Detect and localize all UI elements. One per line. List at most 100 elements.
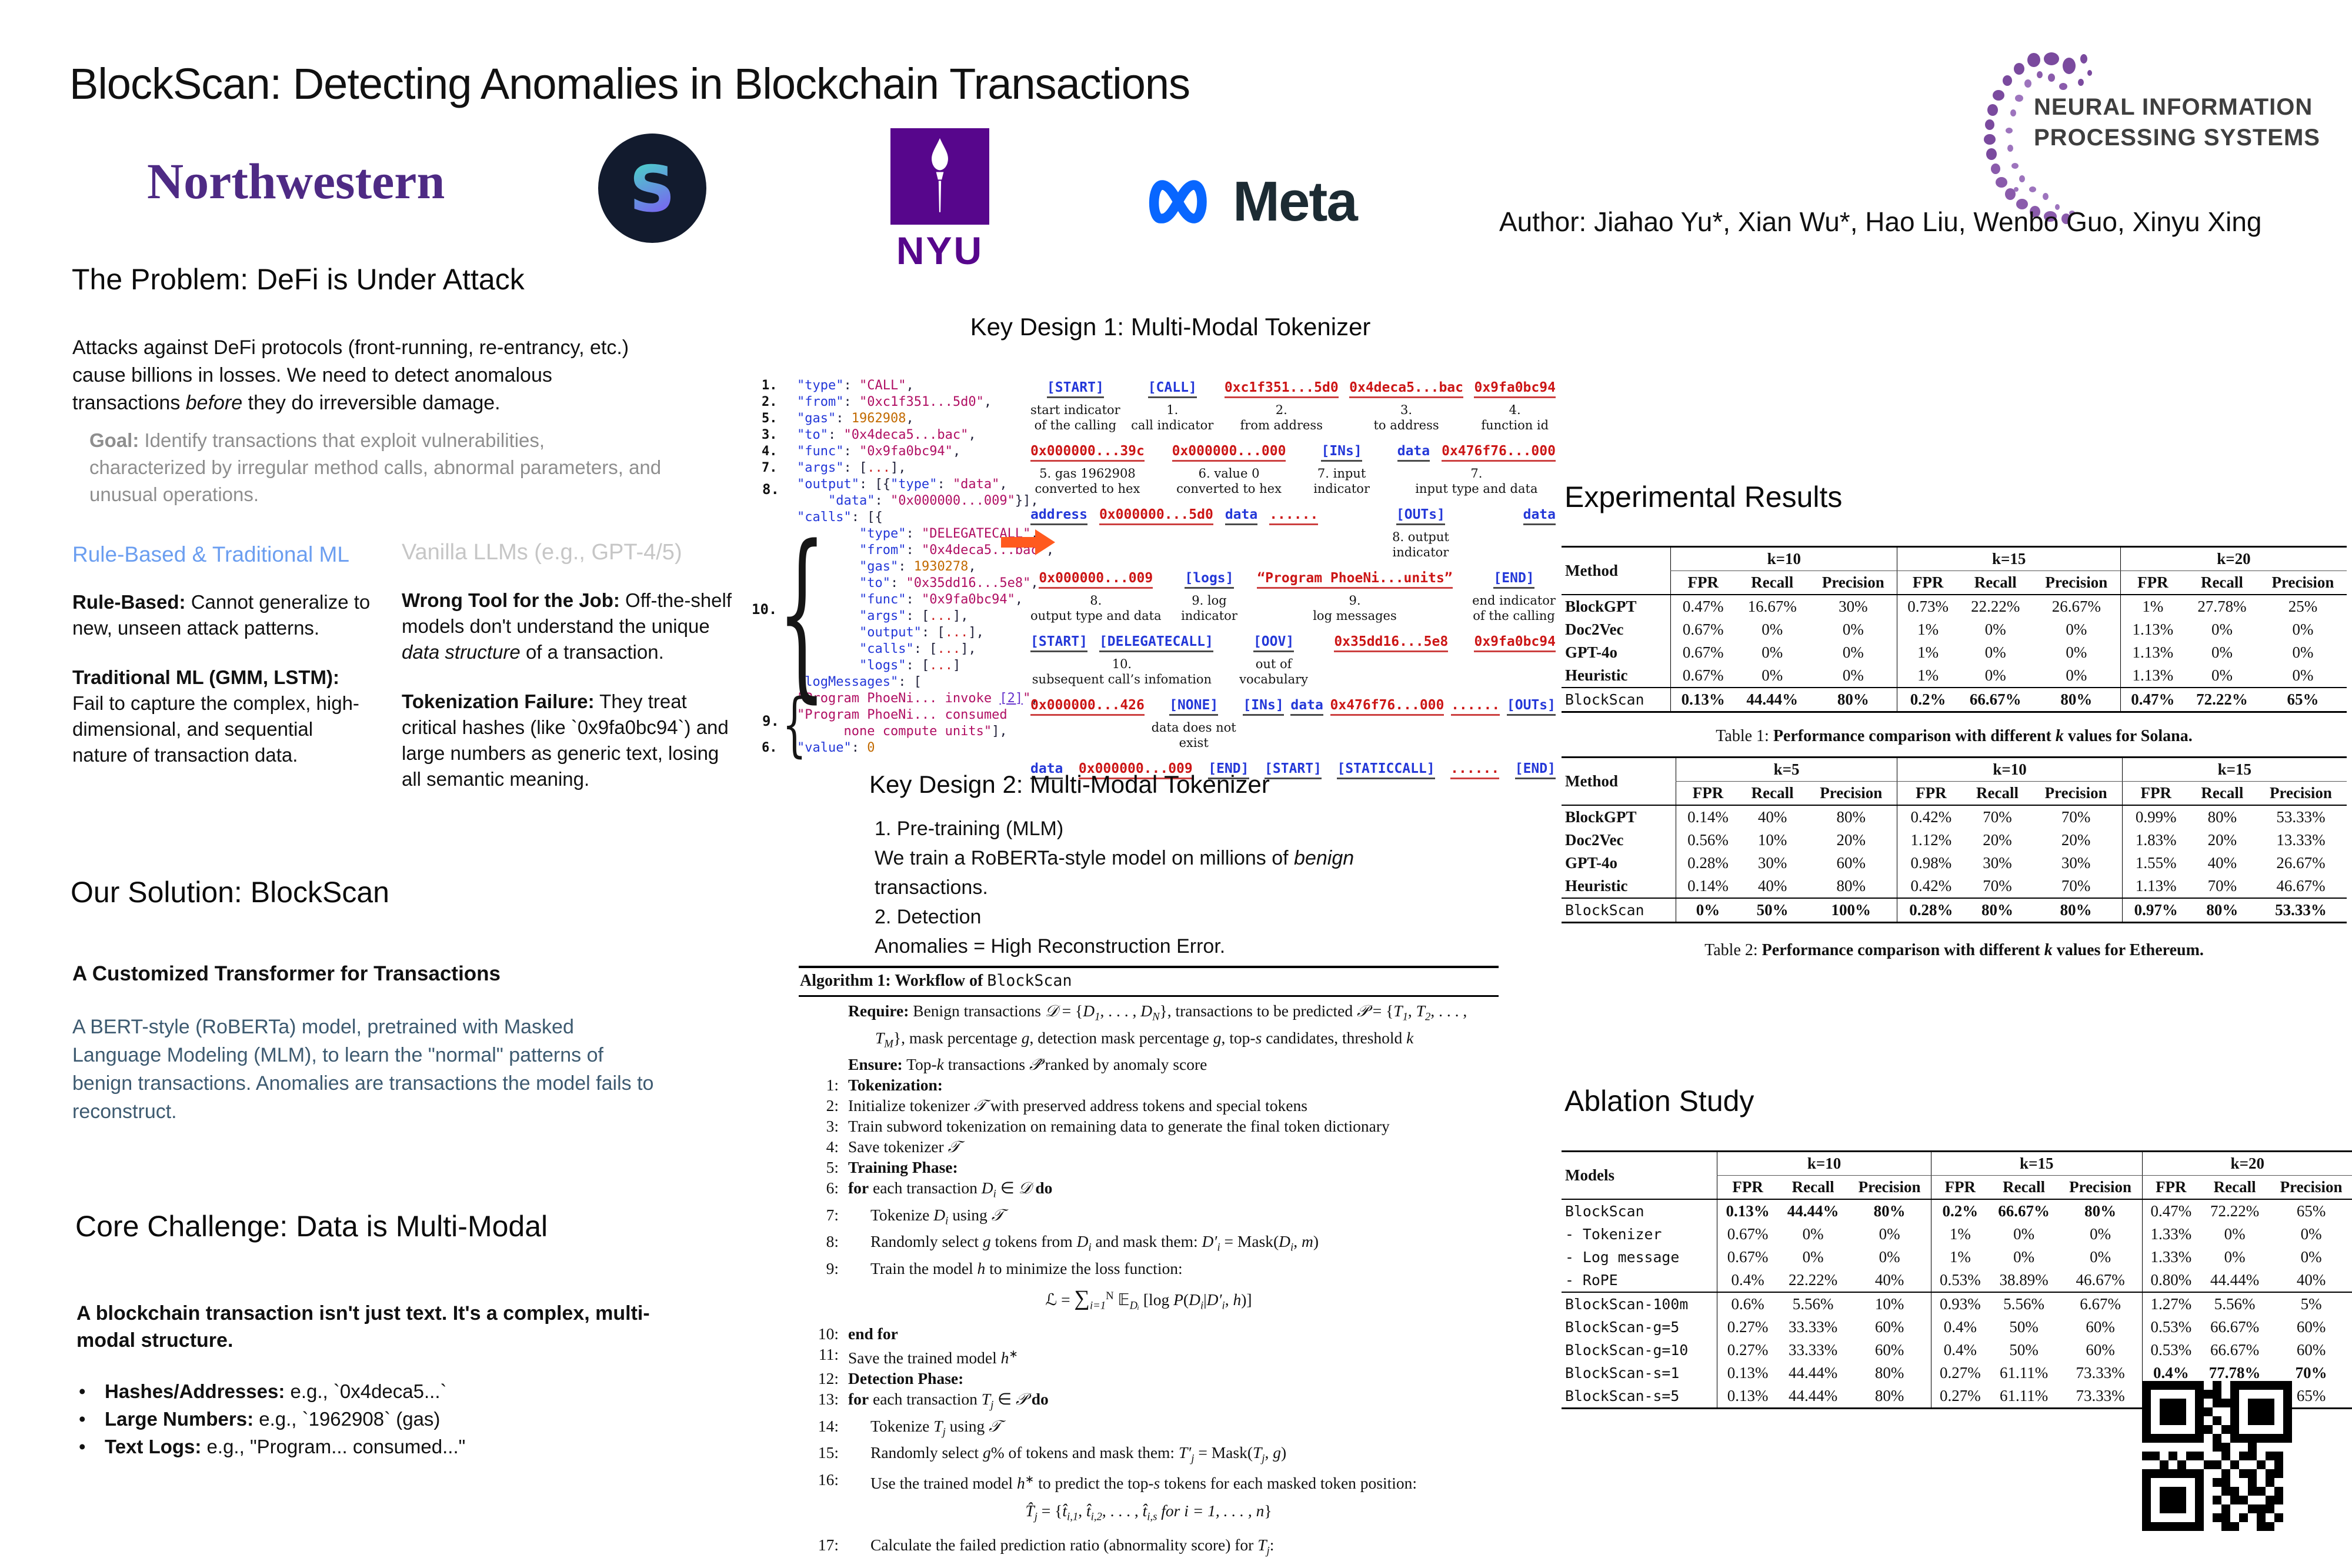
table-cell: 40%: [1757, 877, 1787, 895]
token: ......: [1269, 507, 1319, 525]
algorithm-line: Ensure: Top-k transactions 𝒫̂ ranked by …: [848, 1055, 1207, 1073]
token-group: ......: [1451, 698, 1500, 716]
table-cell: 0.4%: [2141, 1362, 2200, 1384]
table-cell: 0.56%: [1675, 829, 1740, 852]
code-line: "to": "0x35dd16...5e8",: [859, 576, 1039, 590]
list-item: Traditional ML (GMM, LSTM): Fail to capt…: [72, 666, 359, 766]
table-cell: 6.67%: [2059, 1292, 2142, 1316]
token-annotation: end indicator of the calling: [1472, 593, 1556, 623]
row-label: - RoPE: [1565, 1272, 1618, 1289]
section-heading-results: Experimental Results: [1564, 481, 1843, 513]
list-item: Rule-Based: Cannot generalize to new, un…: [72, 591, 371, 639]
table-cell: 0.42%: [1897, 805, 1965, 829]
token: 0x000000...39c: [1030, 443, 1145, 462]
table-cell: 0.99%: [2121, 805, 2190, 829]
token-row: 0x000000...426 [NONE] data does not exist[…: [1030, 698, 1556, 750]
table-cell: 1.33%: [2141, 1246, 2200, 1269]
table-cell: 0%: [1984, 643, 2006, 661]
row-label: BlockScan-g=10: [1565, 1342, 1689, 1359]
solution-subheading: A Customized Transformer for Transaction…: [72, 962, 501, 985]
table-cell: 44.44%: [1735, 687, 1810, 712]
table-cell: 0.13%: [1670, 687, 1736, 712]
token-group: 0x9fa0bc94: [1474, 634, 1556, 652]
section-heading-challenge: Core Challenge: Data is Multi-Modal: [75, 1210, 548, 1243]
table-row: - Tokenizer 0.67% 0% 0% 1% 0% 0% 1.33% 0% 0%: [1562, 1223, 2352, 1246]
algorithm-line: TM}, mask percentage g, detection mask p…: [875, 1028, 1414, 1050]
column-subheader: Precision: [1848, 1175, 1931, 1200]
token-group: ......: [1450, 761, 1500, 779]
token: 0x000000...009: [1078, 761, 1193, 779]
table-row: BlockScan 0% 50% 100% 0.28% 80% 80% 0.97% 80% 53.…: [1562, 898, 2347, 923]
token-group: [END]: [1514, 761, 1556, 779]
table2-caption: Table 2: Performance comparison with dif…: [1704, 941, 2204, 959]
table-cell: 1.13%: [2120, 618, 2185, 641]
token-group: [START] start indicator of the calling: [1030, 380, 1120, 433]
table-row: BlockScan 0.13% 44.44% 80% 0.2% 66.67% 80% 0.47…: [1562, 1199, 2352, 1223]
column-subheader: FPR: [1930, 1175, 1989, 1200]
token-annotation: out of vocabulary: [1239, 657, 1309, 686]
token: 0x476f76...000: [1330, 698, 1444, 716]
token-group: [STATICCALL]: [1337, 761, 1435, 779]
table-cell: 10%: [1848, 1292, 1931, 1316]
code-line: 4. "func": "0x9fa0bc94",: [762, 444, 961, 459]
row-label: BlockGPT: [1565, 598, 1637, 615]
code-line: "Program PhoeNi... consumed: [797, 708, 1007, 722]
column-subheader: Recall: [1958, 571, 2033, 595]
table-cell: 50%: [2009, 1341, 2039, 1359]
column-subheader: FPR: [1897, 781, 1965, 806]
column-vanilla-llms: Vanilla LLMs (e.g., GPT-4/5) Wrong Tool …: [402, 540, 737, 816]
table-cell: 61.11%: [2000, 1364, 2049, 1382]
table-row: BlockScan-g=10 0.27% 33.33% 60% 0.4% 50% 60% 0.…: [1562, 1339, 2352, 1362]
code-line: "calls": [...],: [859, 642, 976, 656]
challenge-bullet: • Hashes/Addresses: e.g., `0x4deca5...`: [79, 1377, 465, 1405]
table-cell: 50%: [2009, 1318, 2039, 1336]
token-group: [CALL] 1. call indicator: [1131, 380, 1213, 433]
algorithm-title: Algorithm 1: Workflow of BlockScan: [799, 968, 1499, 997]
section-heading-ablation: Ablation Study: [1564, 1085, 1754, 1117]
token-group: [INs] 7. input indicator: [1313, 443, 1370, 496]
design2-line: We train a RoBERTa-style model on millio…: [875, 847, 1355, 869]
table-cell: 0.28%: [1675, 852, 1740, 875]
table-cell: 0%: [1762, 643, 1783, 661]
challenge-bullet: • Large Numbers: e.g., `1962908` (gas): [79, 1405, 465, 1433]
token: [END]: [1208, 761, 1249, 779]
table-cell: 46.67%: [2276, 877, 2326, 895]
column-subheader: Precision: [2059, 1175, 2142, 1200]
table-cell: 60%: [1836, 854, 1866, 872]
row-label: Doc2Vec: [1565, 620, 1624, 638]
table-cell: 72.22%: [2184, 687, 2259, 712]
table-row: - RoPE 0.4% 22.22% 40% 0.53% 38.89% 46.67% 0.80…: [1562, 1269, 2352, 1292]
table-cell: 20%: [1836, 831, 1866, 849]
token-group: 0x000000...009: [1078, 761, 1193, 779]
token: 0x000000...009: [1039, 571, 1153, 589]
table-cell: 30%: [2061, 854, 2091, 872]
code-line: "logMessages": [: [797, 675, 922, 689]
table-cell: 66.67%: [2210, 1318, 2260, 1336]
author-line: Author: Jiahao Yu*, Xian Wu*, Hao Liu, W…: [1499, 206, 2262, 237]
table-cell: 0.14%: [1675, 875, 1740, 898]
list-item: Tokenization Failure: They treat critica…: [402, 690, 729, 790]
svg-text:S: S: [629, 153, 675, 226]
code-label-10: 10.: [752, 601, 778, 618]
table-cell: 72.22%: [2210, 1202, 2260, 1220]
table-cell: 0%: [1842, 643, 1864, 661]
token: [DELEGATECALL]: [1099, 634, 1213, 652]
problem-paragraph: Attacks against DeFi protocols (front-ru…: [72, 336, 629, 414]
tokenize-arrow-icon: [1001, 529, 1055, 555]
table-cell: 1.83%: [2121, 829, 2190, 852]
column-group-header: k=10: [1897, 757, 2123, 782]
table-cell: 0.42%: [1897, 875, 1965, 898]
table-cell: 5.56%: [2200, 1292, 2270, 1316]
token-group: data: [1030, 761, 1063, 779]
table-cell: 70%: [2061, 877, 2091, 895]
vanilla-llms-items: Wrong Tool for the Job: Off-the-shelf mo…: [402, 588, 737, 792]
code-line: "Program PhoeNi... invoke [2]",: [797, 691, 1039, 706]
vanilla-llms-heading: Vanilla LLMs (e.g., GPT-4/5): [402, 540, 682, 565]
token-stream-figure: [START] start indicator of the calling [CA…: [1030, 380, 1556, 790]
table-cell: 26.67%: [2051, 598, 2101, 615]
column-header-method: Method: [1562, 757, 1676, 806]
table-cell: 40%: [2207, 854, 2237, 872]
table-cell: 80%: [1874, 1387, 1904, 1404]
algorithm-line: 13: for each transaction Tj ∈ 𝒫 do: [818, 1390, 1049, 1412]
